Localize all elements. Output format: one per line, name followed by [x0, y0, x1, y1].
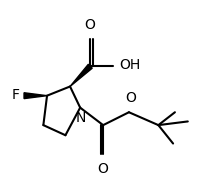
Text: O: O [84, 18, 95, 32]
Polygon shape [24, 93, 47, 99]
Text: O: O [97, 162, 108, 176]
Text: N: N [76, 111, 86, 125]
Text: OH: OH [119, 58, 140, 72]
Text: O: O [125, 91, 136, 105]
Polygon shape [70, 64, 92, 86]
Text: F: F [11, 88, 20, 102]
